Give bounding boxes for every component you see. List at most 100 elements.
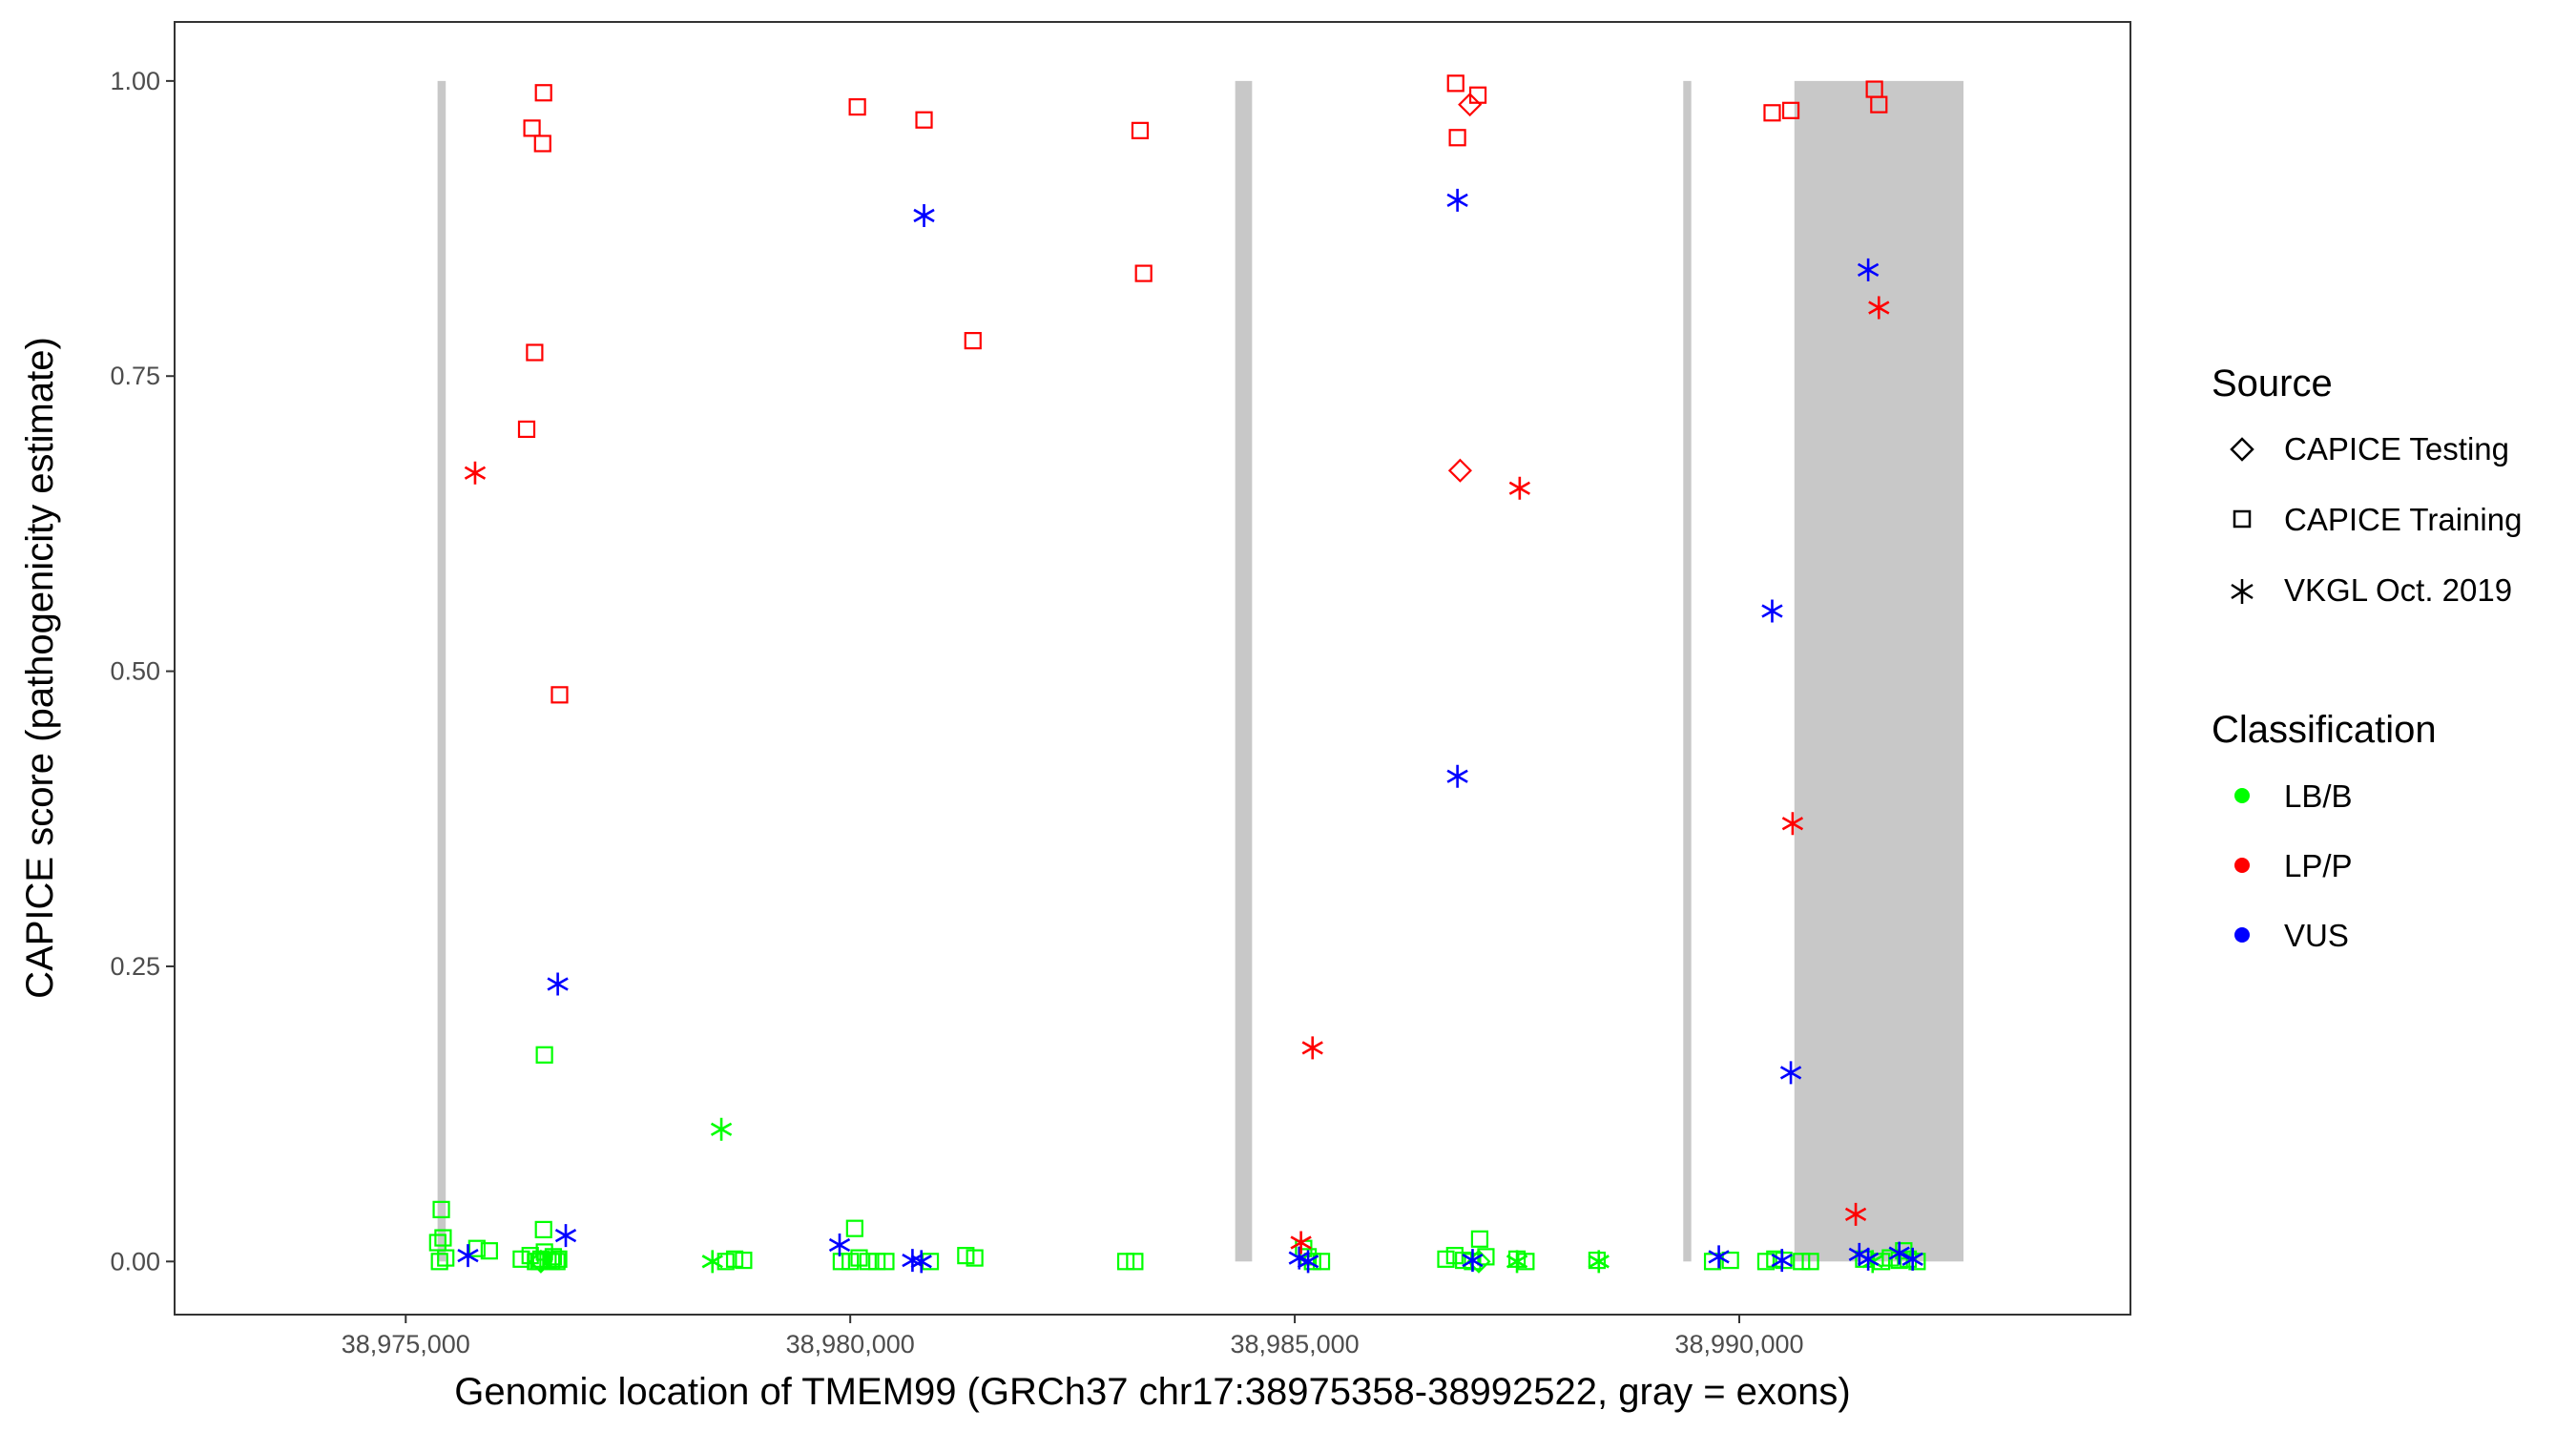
y-axis-ticks: 0.00 0.25 0.50 0.75 1.00	[110, 67, 175, 1275]
square-point-lbb	[1507, 1250, 1527, 1268]
asterisk-icon	[2231, 579, 2254, 604]
square-point-lbb	[859, 1253, 877, 1271]
square-point-lbb	[1775, 1251, 1793, 1270]
square-point-lpp	[1468, 86, 1487, 104]
plot-panel-border	[174, 21, 2131, 1316]
y-axis-title: CAPICE score (pathogenicity estimate)	[19, 337, 61, 999]
square-point-lbb	[1312, 1253, 1331, 1271]
square-point-lbb	[534, 1220, 552, 1239]
square-point-lbb	[432, 1200, 450, 1218]
y-tick-label: 0.75	[110, 362, 160, 390]
asterisk-point-vus	[910, 1250, 932, 1274]
red-dot-icon	[2234, 858, 2250, 873]
asterisk-point-vus	[828, 1233, 851, 1256]
square-point-lpp	[523, 119, 541, 137]
legend-class-item-lpp: LP/P	[2234, 848, 2353, 883]
square-point-lpp	[517, 420, 536, 439]
y-tick-label: 0.00	[110, 1247, 160, 1275]
square-point-lbb	[1470, 1230, 1489, 1248]
y-tick-label: 0.25	[110, 952, 160, 981]
exon-band	[1235, 80, 1253, 1262]
square-point-lbb	[1588, 1251, 1607, 1270]
exon-band	[437, 80, 447, 1262]
legend-source-item-training: CAPICE Training	[2233, 502, 2522, 537]
square-point-lbb	[1116, 1253, 1135, 1271]
asterisk-point-vus	[1446, 188, 1468, 212]
legend-source-item-vkgl: VKGL Oct. 2019	[2231, 572, 2512, 608]
y-tick-label: 0.50	[110, 657, 160, 686]
square-point-lpp	[1763, 104, 1781, 122]
x-tick-label: 38,985,000	[1231, 1330, 1360, 1358]
square-point-lbb	[877, 1253, 895, 1271]
asterisk-point-vus	[1857, 1247, 1880, 1271]
asterisk-point-vus	[457, 1244, 479, 1268]
square-point-lbb	[735, 1251, 753, 1270]
square-point-lpp	[534, 84, 552, 102]
diamond-icon	[2230, 437, 2254, 462]
legend-classification-title: Classification	[2212, 709, 2437, 751]
square-point-lpp	[1131, 121, 1150, 139]
exon-bands	[437, 80, 1964, 1262]
asterisk-point-vus	[913, 203, 935, 227]
legend-class-label: VUS	[2284, 918, 2349, 953]
square-point-lpp	[915, 111, 933, 129]
exon-band	[1794, 80, 1964, 1262]
legend-class-label: LB/B	[2284, 778, 2353, 814]
square-point-lbb	[539, 1251, 557, 1270]
legend-source-label: VKGL Oct. 2019	[2284, 572, 2512, 608]
asterisk-point-vus	[547, 972, 569, 996]
square-point-lpp	[848, 97, 866, 116]
square-point-lpp	[1870, 95, 1888, 114]
square-point-lbb	[480, 1242, 498, 1260]
legend-class-item-vus: VUS	[2234, 918, 2349, 953]
square-point-lbb	[512, 1250, 530, 1268]
square-point-lbb	[1801, 1253, 1819, 1271]
square-point-lbb	[434, 1229, 452, 1247]
square-point-lbb	[850, 1249, 868, 1267]
square-icon	[2233, 509, 2252, 529]
asterisk-point-lpp	[1290, 1231, 1312, 1255]
square-point-lbb	[1126, 1253, 1144, 1271]
x-tick-label: 38,975,000	[342, 1330, 470, 1358]
asterisk-point-vus	[1901, 1247, 1923, 1271]
square-point-lbb	[548, 1253, 566, 1271]
square-point-lbb	[1756, 1253, 1776, 1271]
legend-source-title: Source	[2212, 363, 2333, 404]
asterisk-point-lpp	[1781, 812, 1804, 836]
asterisk-point-vus	[554, 1224, 577, 1248]
square-point-lbb	[841, 1253, 860, 1271]
diamond-point-lpp	[1447, 458, 1472, 483]
asterisk-point-vus	[1462, 1249, 1484, 1273]
square-point-lbb	[845, 1219, 863, 1237]
square-point-lbb	[1899, 1250, 1918, 1268]
square-point-lpp	[1446, 74, 1465, 93]
square-point-lpp	[964, 332, 982, 350]
square-point-lbb	[717, 1253, 735, 1271]
square-point-lbb	[957, 1247, 975, 1265]
legend-source-label: CAPICE Training	[2284, 502, 2522, 537]
asterisk-point-lpp	[1301, 1036, 1323, 1060]
square-point-lbb	[966, 1249, 984, 1267]
exon-band	[1683, 80, 1692, 1262]
square-point-lpp	[551, 686, 569, 704]
asterisk-point-lpp	[1844, 1202, 1867, 1226]
y-tick-label: 1.00	[110, 67, 160, 95]
asterisk-point-lbb	[710, 1117, 733, 1141]
square-point-lbb	[1517, 1253, 1535, 1271]
diamond-point-lpp	[1458, 93, 1483, 117]
legend-source-label: CAPICE Testing	[2284, 431, 2509, 467]
asterisk-point-vus	[1857, 258, 1880, 281]
square-point-lpp	[1134, 264, 1153, 282]
y-axis: 0.00 0.25 0.50 0.75 1.00	[110, 67, 175, 1275]
square-point-lbb	[535, 1046, 553, 1064]
asterisk-point-vus	[1779, 1061, 1802, 1085]
square-point-lbb	[437, 1249, 455, 1267]
square-point-lbb	[1793, 1253, 1811, 1271]
square-point-lbb	[725, 1250, 744, 1268]
asterisk-point-lpp	[1508, 476, 1530, 500]
asterisk-point-vus	[1888, 1241, 1910, 1265]
x-tick-label: 38,980,000	[786, 1330, 915, 1358]
x-axis-title: Genomic location of TMEM99 (GRCh37 chr17…	[454, 1371, 1850, 1413]
asterisk-point-vus	[1446, 764, 1468, 788]
asterisk-point-vus	[1708, 1245, 1730, 1269]
